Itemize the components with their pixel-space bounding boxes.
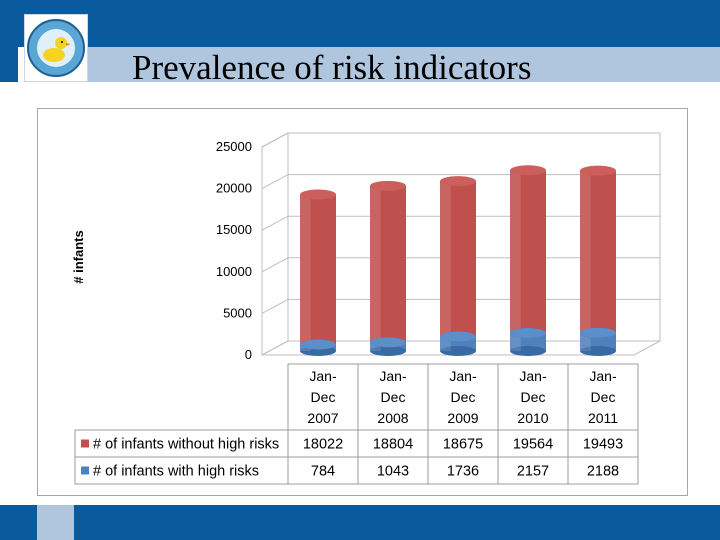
- x-tick-label: Dec: [311, 389, 336, 405]
- table-category-cell: [357, 363, 429, 431]
- y-axis-label: # infants: [71, 230, 86, 283]
- table-value-cell: [427, 456, 499, 485]
- x-tick-label: 2009: [447, 410, 478, 426]
- top-band: [0, 0, 720, 47]
- x-tick-label: 2010: [517, 410, 548, 426]
- legend-cell: [74, 429, 289, 458]
- x-tick-label: Dec: [381, 389, 406, 405]
- x-tick-label: Jan-: [379, 368, 407, 384]
- bar-with-high-risks-base: [440, 346, 476, 356]
- bar-with-high-risks-shade: [440, 336, 451, 351]
- chart: 0 5000 10000 15000 20000 25000 # infants Jan- De…: [71, 132, 661, 485]
- x-tick-label: 2011: [588, 410, 618, 426]
- bar-without-high-risks-top: [580, 165, 616, 176]
- data-label: 18675: [443, 437, 483, 453]
- bottom-band: [0, 505, 720, 540]
- bar-with-high-risks-top: [580, 327, 616, 338]
- bottom-accent: [37, 505, 74, 540]
- bar-with-high-risks-shade: [510, 333, 521, 351]
- data-label: 19493: [583, 437, 623, 453]
- data-label: 19564: [513, 437, 553, 453]
- bar-with-high-risks-top: [440, 331, 476, 342]
- x-tick-label: 2008: [377, 410, 408, 426]
- bar-with-high-risks-base: [580, 346, 616, 356]
- bar-without-high-risks-top: [300, 189, 336, 200]
- y-tick-label: 15000: [216, 222, 252, 237]
- chart-side-wall: [261, 132, 289, 356]
- x-tick-label: Jan-: [449, 368, 477, 384]
- bar-with-high-risks-top: [370, 337, 406, 348]
- bar-without-high-risks-top: [440, 176, 476, 187]
- bar-with-high-risks-top: [510, 328, 546, 339]
- bar-with-high-risks-base: [370, 346, 406, 356]
- bar-with-high-risks-shade: [580, 332, 591, 351]
- table-category-cell: [287, 363, 359, 431]
- bar-with-high-risks-top: [300, 339, 336, 350]
- bar-without-high-risks-top: [510, 165, 546, 176]
- bar-without-high-risks: [440, 181, 476, 337]
- x-tick-label: Jan-: [309, 368, 337, 384]
- bar-without-high-risks: [370, 185, 406, 343]
- legend-swatch: [81, 466, 89, 475]
- chart-frame: 0 5000 10000 15000 20000 25000 # infants Jan- De…: [37, 108, 688, 496]
- data-label: 18022: [303, 437, 343, 453]
- legend-label: # of infants with high risks: [93, 464, 259, 480]
- y-tick-label: 25000: [216, 139, 252, 154]
- organization-logo: [24, 14, 88, 82]
- bar-without-high-risks-shade: [510, 170, 521, 334]
- legend-cell: [74, 456, 289, 485]
- table-value-cell: [567, 456, 639, 485]
- x-tick-label: Dec: [451, 389, 476, 405]
- table-value-cell: [357, 456, 429, 485]
- legend-label: # of infants without high risks: [93, 437, 279, 453]
- y-tick-label: 5000: [223, 305, 252, 320]
- gridline: [261, 132, 660, 148]
- x-tick-label: Dec: [521, 389, 546, 405]
- data-label: 784: [311, 464, 335, 480]
- table-value-cell: [567, 429, 639, 458]
- table-category-cell: [567, 363, 639, 431]
- bar-with-high-risks: [510, 333, 546, 351]
- y-tick-label: 10000: [216, 264, 252, 279]
- x-tick-label: 2007: [307, 410, 338, 426]
- title-band: [78, 47, 720, 82]
- bar-without-high-risks-shade: [370, 185, 381, 343]
- slide-title: Prevalence of risk indicators: [132, 48, 532, 87]
- legend-swatch: [81, 439, 89, 448]
- bar-without-high-risks: [300, 194, 336, 345]
- bar-without-high-risks-top: [370, 180, 406, 191]
- bar-without-high-risks-shade: [440, 181, 451, 337]
- data-label: 1736: [447, 464, 479, 480]
- y-tick-label: 0: [245, 347, 252, 362]
- bar-without-high-risks: [580, 170, 616, 333]
- data-label: 2157: [517, 464, 549, 480]
- y-tick-label: 20000: [216, 181, 252, 196]
- data-label: 1043: [377, 464, 409, 480]
- x-tick-label: Jan-: [589, 368, 617, 384]
- top-left-accent: [0, 47, 18, 82]
- x-tick-label: Dec: [591, 389, 616, 405]
- data-label: 2188: [587, 464, 619, 480]
- bar-without-high-risks: [510, 170, 546, 334]
- data-label: 18804: [373, 437, 413, 453]
- bar-with-high-risks: [580, 332, 616, 351]
- bar-without-high-risks-shade: [300, 194, 311, 345]
- bar-with-high-risks-base: [510, 346, 546, 356]
- bar-with-high-risks-shade: [370, 342, 381, 351]
- table-value-cell: [497, 456, 569, 485]
- bar-without-high-risks-shade: [580, 170, 591, 333]
- x-tick-label: Jan-: [519, 368, 547, 384]
